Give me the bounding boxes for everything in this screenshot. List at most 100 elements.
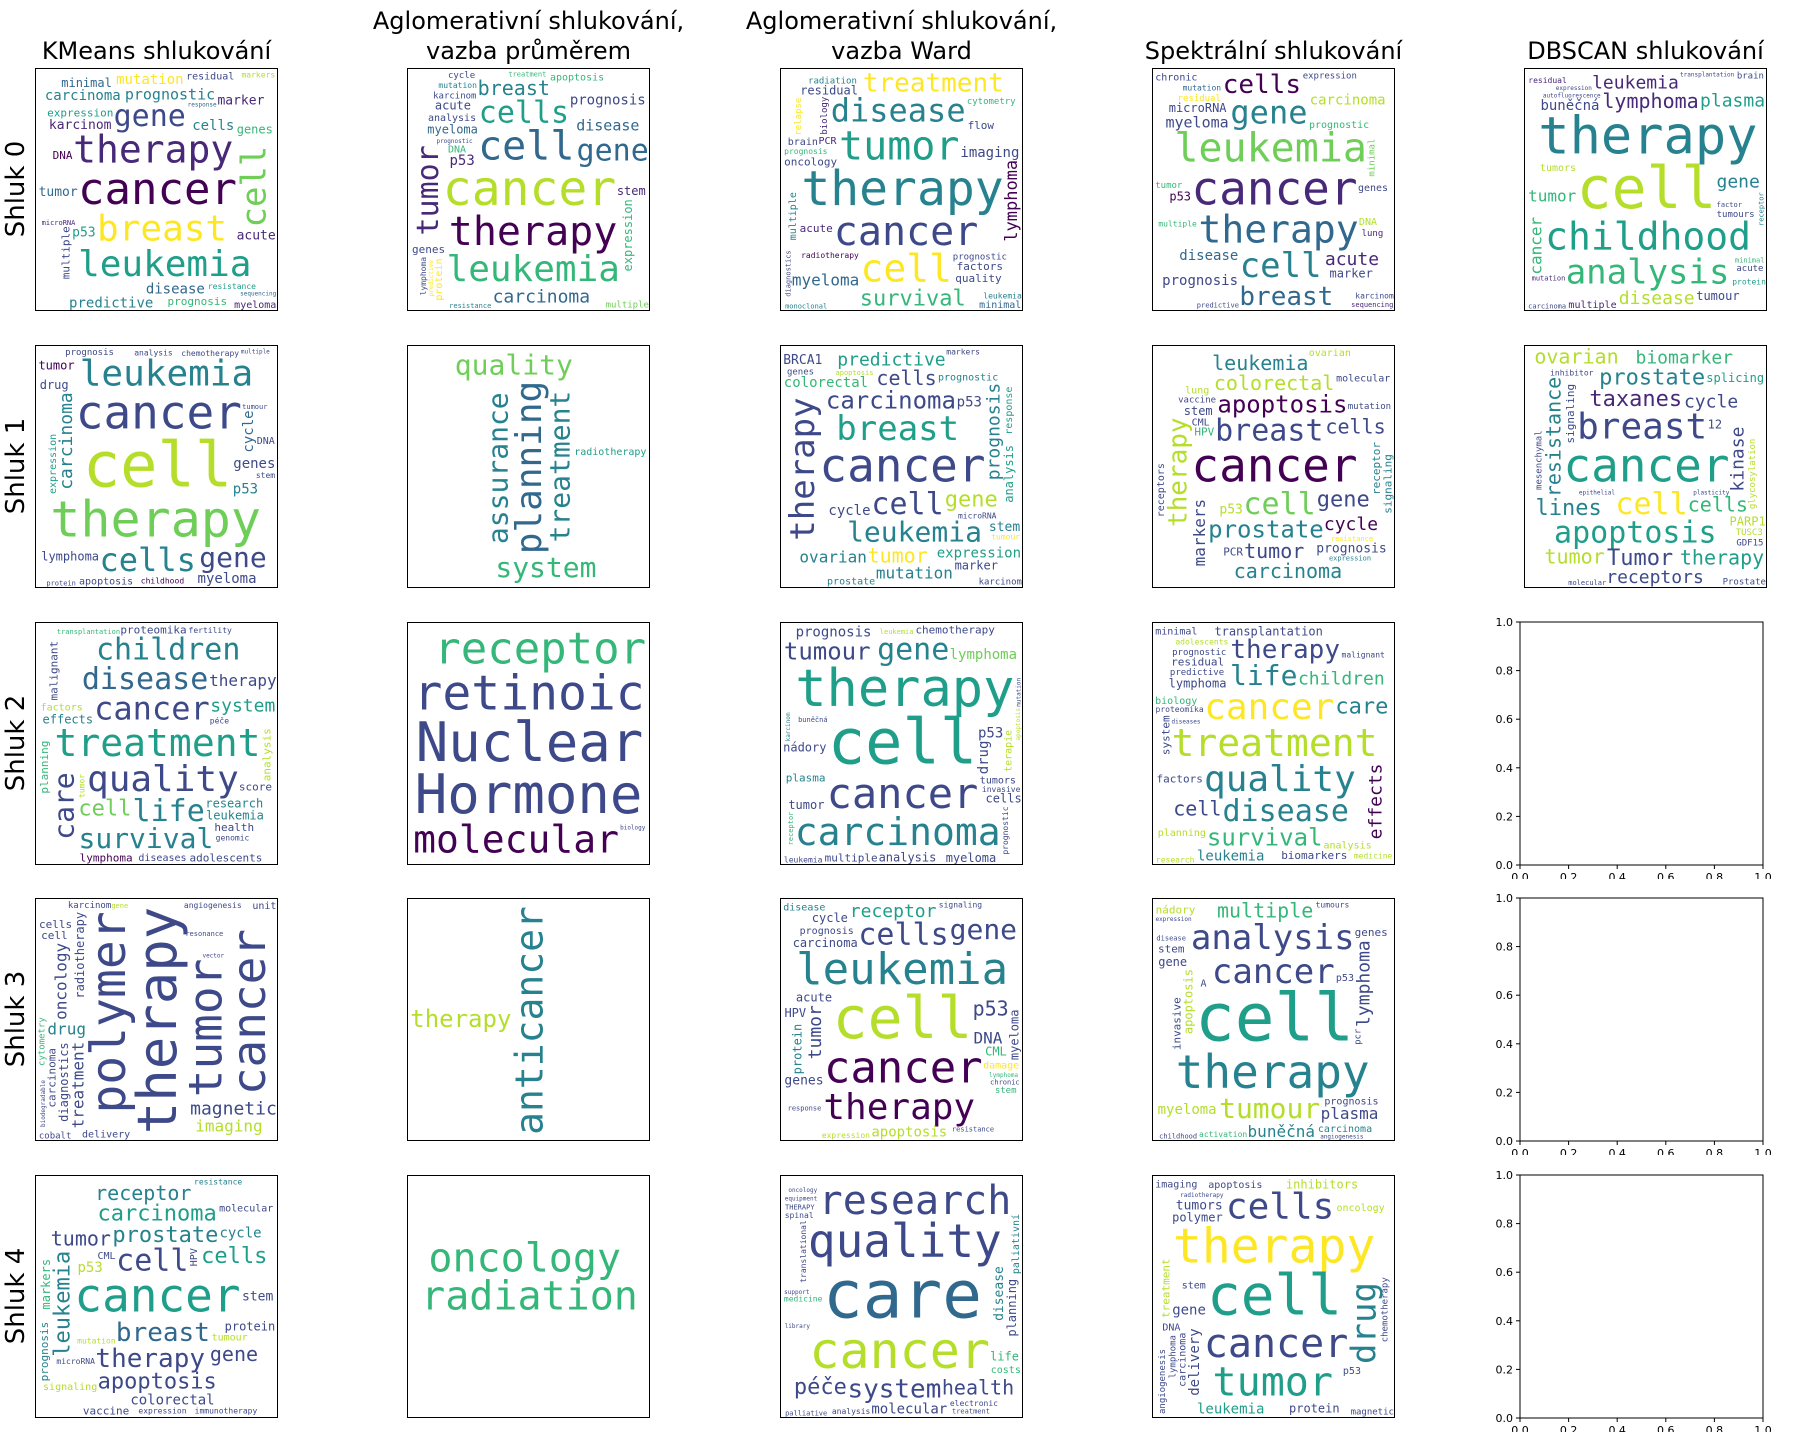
cloud-word: translational [799,1220,808,1283]
cloud-word: prognostic [436,138,473,145]
cloud-word: response [788,1104,822,1112]
cloud-word: disease [1156,935,1186,943]
axes-frame [1519,897,1764,1142]
cloud-word: malignant [1342,651,1386,660]
cloud-word: expression [621,199,635,271]
cloud-word: therapy [1230,635,1340,665]
cloud-word: magnetic [1351,1408,1394,1418]
axes-frame [1519,621,1764,866]
empty-axes-r3: 0.00.0 0.2 0.2 0.4 0.4 0.6 0.6 0.8 0.8 1.0 1.0 [1496,892,1772,1155]
cloud-word: p53 [1336,973,1354,984]
cloud-word: gene [945,488,998,513]
cloud-word: cells [858,917,948,952]
cloud-word: biology [620,825,646,832]
cloud-word: disease [82,662,208,697]
cloud-word: expression [1303,72,1357,82]
cloud-word: protein [1732,278,1766,287]
cloud-word: mutation [116,72,183,88]
cloud-word: tumor [805,1005,826,1059]
cloud-word: receptor [787,812,795,846]
cloud-word: cancer [809,1322,990,1380]
cloud-word: buněčná [1540,98,1599,114]
cloud-word: cycle [1324,514,1378,535]
cloud-word: myeloma [1008,1010,1022,1061]
cloud-word: prognosis [1162,273,1238,289]
cloud-word: library [785,1323,811,1330]
cloud-word: leukemia [847,516,982,549]
cloud-word: treatment [508,71,546,79]
cloud-word: therapy [209,671,277,690]
cloud-word: gene [1172,1303,1206,1319]
cloud-word: ovarian [1534,346,1618,369]
cloud-word: gene [1717,172,1760,193]
cloud-word: myeloma [1158,1102,1217,1118]
cloud-word: expression [822,1131,870,1140]
cloud-word: polymer [1172,1210,1223,1224]
cloud-word: breast [116,1318,210,1348]
cloud-word: gene [1317,488,1370,513]
cloud-word: multiple [788,192,799,240]
cloud-word: flow [968,119,995,132]
cloud-word: electronic [950,1399,998,1408]
cloud-word: survival [1207,823,1323,851]
cloud-word: colorectal [1214,371,1334,395]
cloud-word: apoptosis [1217,391,1347,419]
cloud-word: childhood [141,576,185,585]
cloud-word: minimal [1367,139,1377,177]
cloud-word: tumour [1219,1092,1320,1125]
cloud-word: spinal [785,1211,814,1220]
cloud-word: disease [992,1266,1007,1321]
cloud-word: cell [871,487,943,522]
cloud-word: gene [210,1342,258,1366]
word-cloud-svg: prostate colorectal cell receptor prognosis e… [38,1177,275,1417]
cloud-word: buněčná [798,716,828,724]
cloud-word: apoptosis [1554,515,1717,550]
cloud-word: carcinoma [45,88,121,104]
cloud-word: planning [509,381,550,554]
cloud-word: apoptosis [98,1370,217,1395]
cloud-word: leukemia [796,944,1008,995]
cloud-word: predictive [1197,302,1239,310]
cloud-word: receptors [1156,463,1167,517]
x-tick-label: 0.4 [1608,1424,1626,1432]
cloud-word: signaling [1382,454,1395,514]
row-label-2: Shluk 2 [1,694,31,791]
y-tick-label: 0.4 [1496,762,1514,775]
cloud-word: resistance [1542,377,1566,497]
word-cloud-r0-c0: breast leukemia cancer therapy cell gene cells… [35,68,278,311]
cloud-word: microRNA [958,511,997,520]
cloud-word: cell [1207,1264,1342,1329]
word-cloud-svg: resistance p53 apoptosis markers colorectal t… [1156,348,1395,583]
cloud-word: treatment [69,1042,88,1129]
cloud-word: tumor [178,959,232,1097]
cloud-word: immunotherapy [195,1407,258,1416]
cloud-word: prognosis [796,624,872,640]
cloud-word: children [96,632,241,667]
cloud-word: prognostic [1172,648,1226,658]
cloud-word: karcinom [1355,292,1394,301]
cloud-word: diagnostics [57,1042,71,1121]
cloud-word: care [1335,694,1388,719]
cloud-word: support [784,1289,810,1296]
cloud-word: resonance [185,930,223,938]
cloud-word: receptors [1606,567,1704,588]
cloud-word: cancer [78,164,237,215]
cloud-word: terapie [1003,730,1014,772]
cloud-word: multiple [1568,300,1616,311]
cloud-word: delivery [1187,1328,1203,1395]
cloud-word: medicine [784,1295,823,1304]
cloud-word: polymer [81,911,137,1113]
cloud-word: adolescents [190,852,263,865]
cloud-word: lymphoma [1169,1335,1179,1378]
cloud-word: expression [1556,85,1593,92]
x-tick-label: 0.0 [1511,871,1529,879]
cloud-word: mutation [1532,274,1566,282]
word-cloud-r4-c1: radiation oncology [407,1175,650,1418]
cloud-word: prognosis [38,1322,51,1382]
cloud-word: markers [946,347,980,356]
cloud-word: resistance [1331,535,1373,543]
cloud-word: tumour [212,1333,248,1344]
word-cloud-r4-c3: oncology leukemia therapy cancer stem inhibit… [1152,1175,1395,1418]
cloud-word: leukemia [80,354,253,395]
